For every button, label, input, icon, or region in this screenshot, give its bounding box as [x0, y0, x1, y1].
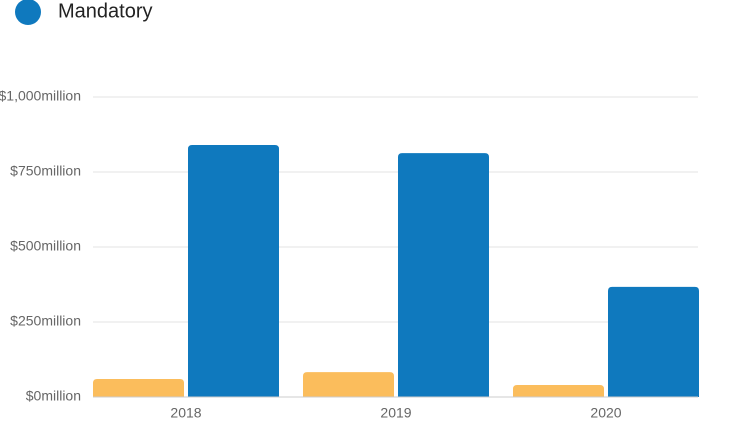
bar — [398, 153, 489, 397]
x-tick-label: 2018 — [170, 405, 201, 421]
x-tick-label: 2019 — [380, 405, 411, 421]
y-tick-label: $750million — [10, 163, 81, 179]
y-tick-label: $500million — [10, 238, 81, 254]
y-tick-label: $0million — [26, 388, 81, 404]
bar — [608, 286, 699, 397]
bar — [188, 145, 279, 397]
legend-marker — [15, 0, 41, 25]
bar — [513, 385, 604, 397]
y-tick-label: $1,000million — [0, 88, 81, 104]
y-tick-label: $250million — [10, 313, 81, 329]
bar — [303, 372, 394, 397]
bar — [93, 379, 184, 397]
legend-label: Mandatory — [58, 0, 153, 22]
x-tick-label: 2020 — [590, 405, 621, 421]
